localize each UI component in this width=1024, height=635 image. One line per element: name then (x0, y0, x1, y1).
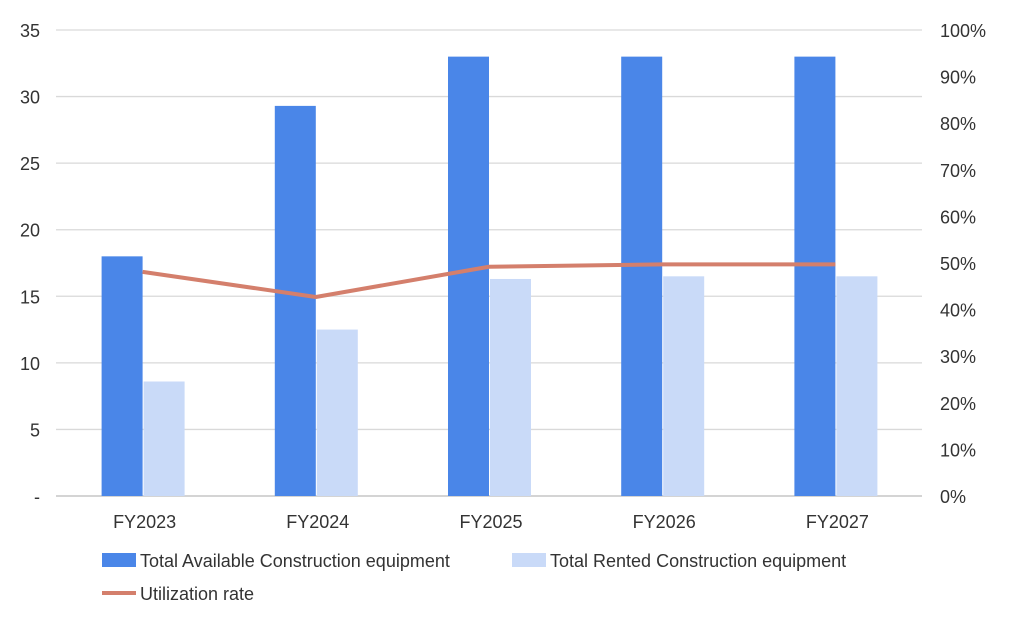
right-tick-label: 100% (940, 21, 986, 41)
bar-available (102, 256, 143, 496)
right-axis: 0% 10% 20% 30% 40% 50% 60% 70% 80% 90% 100% (940, 21, 986, 507)
bar-rented (490, 279, 531, 496)
utilization-line-path (143, 264, 836, 297)
utilization-line (143, 264, 836, 297)
left-axis: - 5 10 15 20 25 30 35 (20, 21, 40, 507)
x-axis: FY2023 FY2024 FY2025 FY2026 FY2027 (113, 512, 869, 532)
legend-label: Utilization rate (140, 584, 254, 604)
left-tick-label: 10 (20, 354, 40, 374)
right-tick-label: 20% (940, 394, 976, 414)
bars (102, 57, 878, 496)
left-tick-label: - (34, 487, 40, 507)
bar-rented (663, 276, 704, 496)
right-tick-label: 30% (940, 347, 976, 367)
left-tick-label: 5 (30, 420, 40, 440)
left-tick-label: 35 (20, 21, 40, 41)
bar-available (794, 57, 835, 496)
left-tick-label: 30 (20, 88, 40, 108)
category-label: FY2027 (806, 512, 869, 532)
legend-swatch (102, 553, 136, 567)
left-tick-label: 20 (20, 221, 40, 241)
bar-available (275, 106, 316, 496)
legend-label: Total Rented Construction equipment (550, 551, 846, 571)
bar-available (448, 57, 489, 496)
left-tick-label: 15 (20, 287, 40, 307)
category-label: FY2026 (633, 512, 696, 532)
right-tick-label: 50% (940, 254, 976, 274)
left-tick-label: 25 (20, 154, 40, 174)
legend-swatch (512, 553, 546, 567)
bar-available (621, 57, 662, 496)
right-tick-label: 0% (940, 487, 966, 507)
category-label: FY2025 (459, 512, 522, 532)
right-tick-label: 40% (940, 301, 976, 321)
right-tick-label: 60% (940, 207, 976, 227)
right-tick-label: 90% (940, 68, 976, 88)
legend: Total Available Construction equipment To… (102, 551, 846, 604)
right-tick-label: 10% (940, 440, 976, 460)
bar-rented (836, 276, 877, 496)
category-label: FY2023 (113, 512, 176, 532)
legend-label: Total Available Construction equipment (140, 551, 450, 571)
right-tick-label: 70% (940, 161, 976, 181)
right-tick-label: 80% (940, 114, 976, 134)
category-label: FY2024 (286, 512, 349, 532)
bar-rented (144, 381, 185, 496)
bar-rented (317, 330, 358, 496)
